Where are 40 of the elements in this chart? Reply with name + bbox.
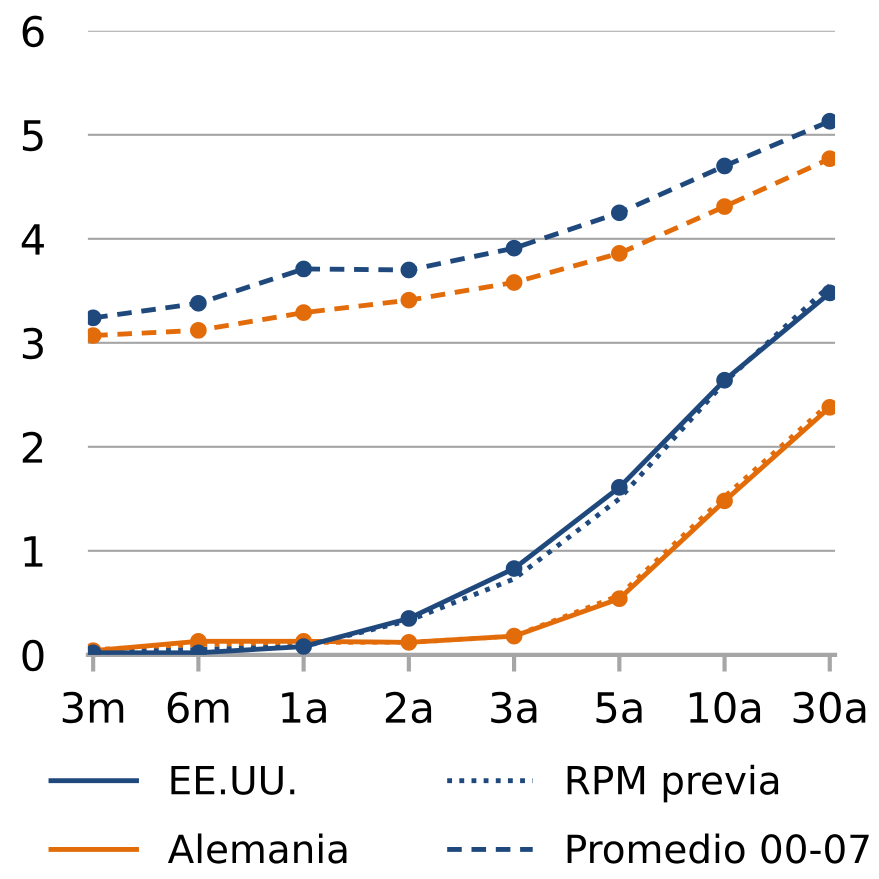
x-tick-label: 2a [386, 692, 432, 724]
point [295, 638, 312, 655]
legend-label: Alemania [168, 833, 346, 864]
y-tick-label: 1 [24, 536, 42, 567]
y-tick-label: 5 [22, 120, 43, 152]
x-tick-label: 3m [62, 692, 124, 724]
x-tick-label: 10a [690, 692, 760, 724]
x-tick-label: 5a [596, 692, 642, 724]
point [610, 245, 628, 262]
point [610, 204, 628, 222]
y-tick-label: 2 [22, 432, 42, 463]
point [716, 198, 733, 215]
legend-label: EE.UU. [171, 766, 294, 795]
point [610, 590, 628, 608]
legend-label: Promedio 00-07 [568, 833, 869, 864]
point [400, 292, 418, 308]
point [190, 322, 207, 339]
point [506, 560, 522, 577]
x-tick-label: 3a [491, 692, 536, 724]
y-tick-label: 0 [22, 640, 44, 672]
point [716, 492, 733, 510]
point [190, 294, 207, 312]
x-tick-label: 6m [168, 692, 228, 724]
point [295, 260, 312, 278]
point [506, 628, 522, 644]
y-tick-label: 6 [22, 16, 44, 48]
legend-label: RPM previa [568, 764, 778, 802]
point [716, 372, 733, 389]
point [400, 634, 418, 651]
point [610, 479, 628, 496]
point [506, 240, 522, 256]
x-tick-label: 30a [794, 692, 866, 724]
point [400, 610, 418, 627]
point [506, 274, 522, 291]
y-tick-label: 4 [22, 224, 44, 255]
x-tick-label: 1a [282, 692, 326, 724]
point [400, 262, 418, 278]
point [295, 304, 312, 321]
y-tick-label: 3 [22, 328, 43, 360]
point [716, 158, 733, 174]
